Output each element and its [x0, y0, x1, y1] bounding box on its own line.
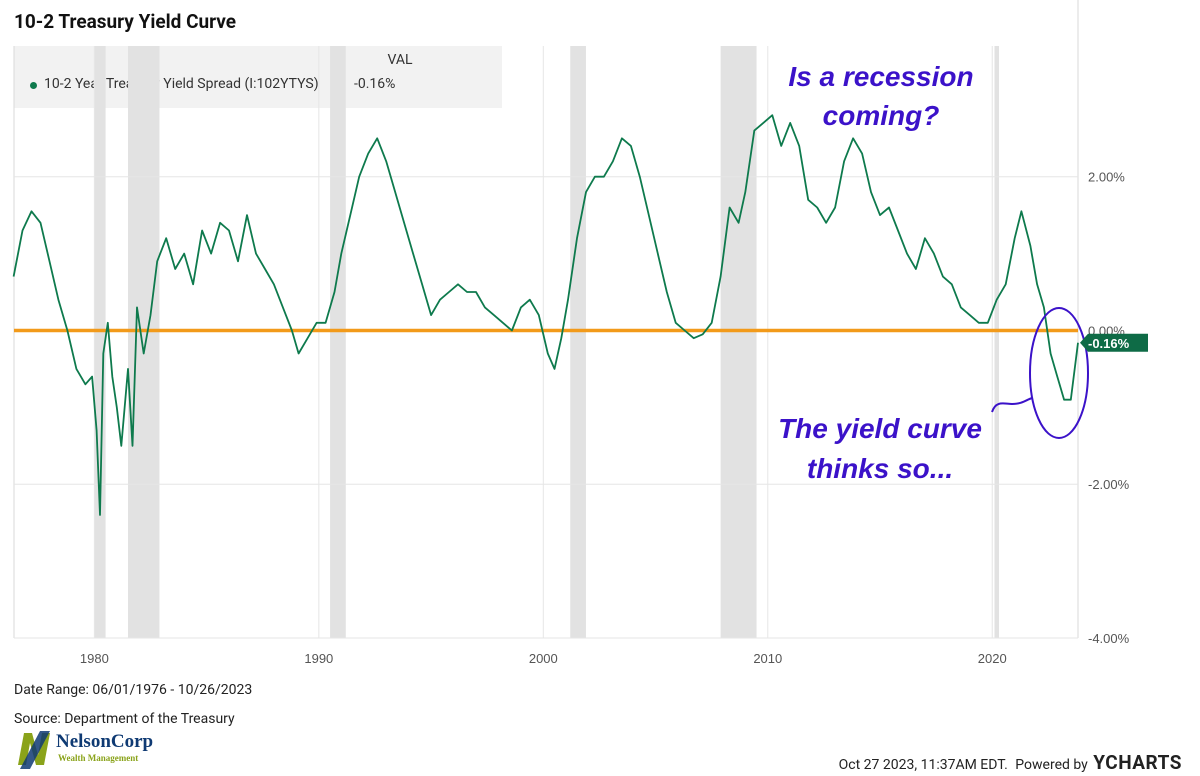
recession-band	[330, 46, 346, 638]
last-value-label: -0.16%	[1080, 333, 1148, 352]
annotation-pointer-curve	[991, 397, 1033, 413]
recession-band	[94, 46, 106, 638]
series-layer	[12, 114, 1079, 516]
recession-band	[128, 46, 160, 638]
gridlines	[13, 0, 1079, 639]
last-value-badge	[1080, 333, 1148, 352]
legend-series-dot	[30, 82, 37, 89]
axis-labels: 1980 1990 2000 2010 20202.00%0.00%-2.00%-4.0…	[80, 170, 1130, 666]
y-tick-label: -4.00%	[1088, 631, 1130, 646]
legend-series-name[interactable]: 10-2 Year Treasury Yield Spread (I:102YT…	[44, 76, 319, 92]
annotations: Is a recession coming? The yield curve t…	[778, 61, 1089, 484]
source-note: Source: Department of the Treasury	[14, 711, 235, 727]
logo-tagline: Wealth Management	[58, 753, 139, 763]
timestamp: Oct 27 2023, 11:37AM EDT.	[838, 757, 1008, 773]
recession-band	[994, 46, 999, 638]
x-tick-label: 1990	[304, 651, 333, 666]
annotation-answer-line1: The yield curve	[778, 413, 982, 444]
legend-series-value: -0.16%	[354, 76, 396, 92]
chart-title: 10-2 Treasury Yield Curve	[14, 10, 237, 33]
x-tick-label: 2010	[753, 651, 782, 666]
annotation-question-line1: Is a recession	[788, 61, 973, 92]
footer-credit: Oct 27 2023, 11:37AM EDT. Powered by YCH…	[839, 751, 1182, 774]
annotation-question-line2: coming?	[823, 100, 940, 131]
logo-name: NelsonCorp	[56, 731, 154, 752]
recession-band	[720, 46, 757, 638]
last-value-text: -0.16%	[1088, 336, 1130, 351]
date-range: Date Range: 06/01/1976 - 10/26/2023	[14, 682, 253, 698]
series-line	[12, 114, 1079, 516]
ycharts-brand[interactable]: YCHARTS	[1093, 751, 1182, 774]
y-tick-label: 2.00%	[1088, 170, 1125, 185]
x-tick-label: 1980	[80, 651, 109, 666]
inversion-highlight-ellipse	[1029, 307, 1089, 439]
nelsoncorp-logo: NelsonCorp Wealth Management	[16, 729, 166, 769]
annotation-answer-line2: thinks so...	[807, 453, 953, 484]
legend-val-header: VAL	[387, 52, 413, 68]
x-tick-label: 2000	[529, 651, 558, 666]
y-tick-label: -2.00%	[1088, 477, 1130, 492]
recession-bands	[94, 46, 999, 638]
recession-band	[570, 46, 586, 638]
x-tick-label: 2020	[978, 651, 1007, 666]
powered-by: Powered by	[1015, 757, 1088, 773]
